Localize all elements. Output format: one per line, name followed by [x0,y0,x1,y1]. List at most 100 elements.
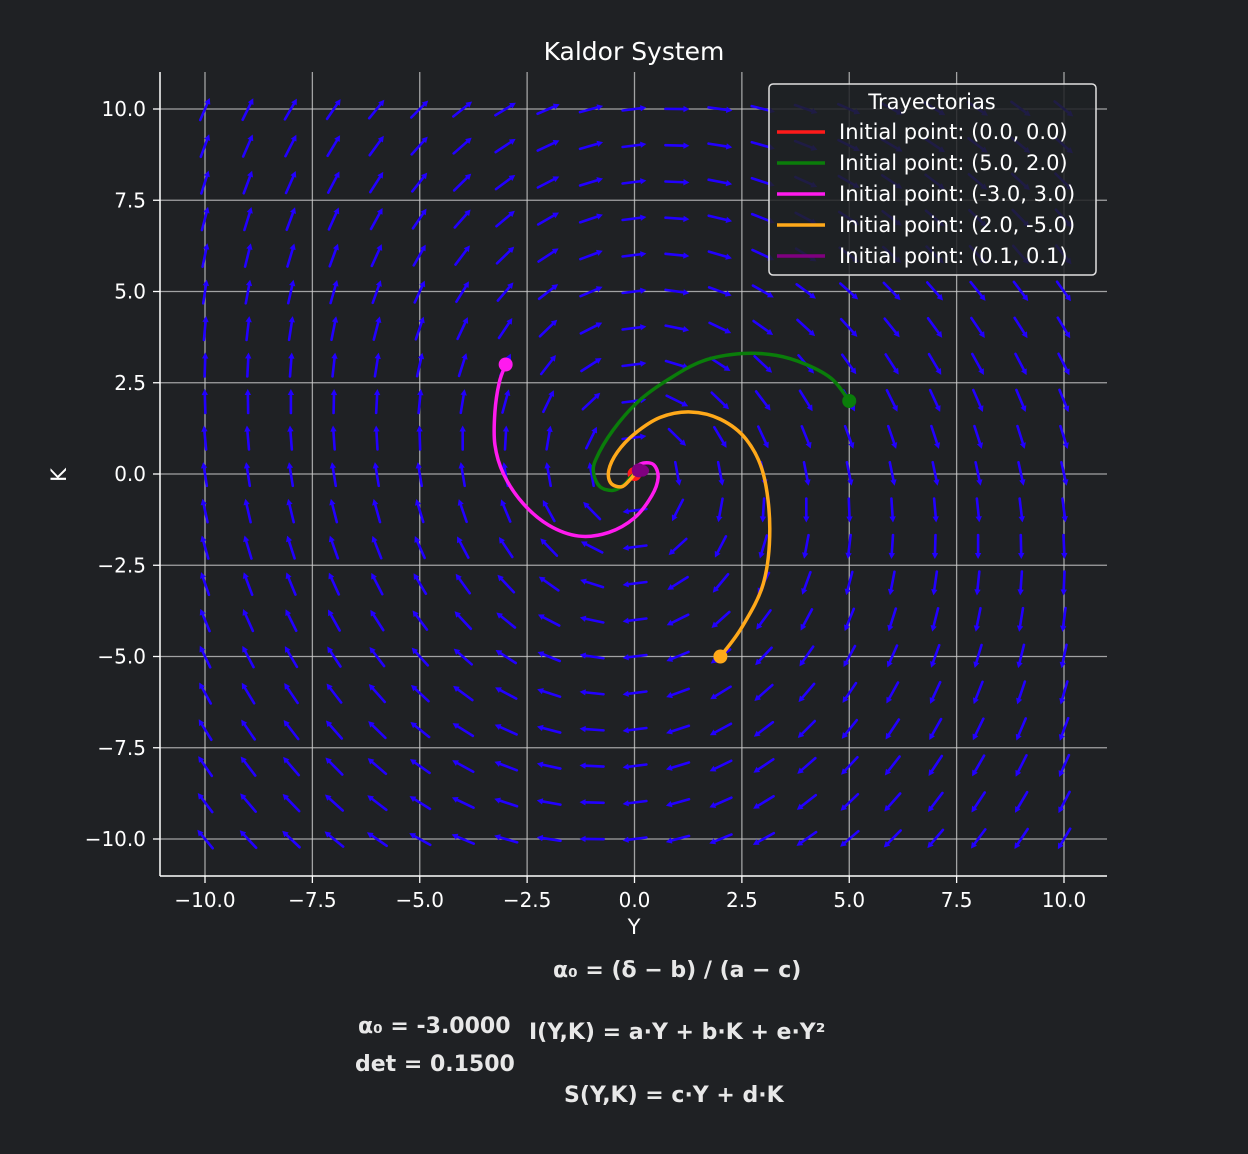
vector-arrow-head [972,733,979,741]
vector-arrow-head [1058,806,1065,814]
vector-arrow-shaft [930,754,944,773]
vector-arrow-shaft [664,288,685,294]
vector-arrow [973,424,983,449]
vector-arrow-shaft [499,614,517,629]
vector-arrow-shaft [414,687,430,703]
vector-arrow-shaft [750,104,771,112]
vector-arrow-shaft [801,645,815,663]
vector-arrow-head [378,99,385,107]
vector-arrow-head [711,621,719,629]
vector-arrow [201,389,209,415]
vector-arrow-shaft [974,717,985,737]
vector-arrow-head [1062,442,1069,449]
vector-arrow-head [1058,770,1065,777]
vector-arrow [753,354,773,373]
vector-arrow-head [200,535,207,543]
vector-arrow-head [331,316,339,323]
vector-arrow-head [288,352,295,359]
vector-arrow-shaft [800,425,810,445]
vector-arrow-shaft [456,725,475,738]
trajectory-start-point [713,649,728,664]
vector-arrow [536,834,562,843]
vector-arrow-head [412,610,419,618]
vector-arrow-shaft [844,681,858,700]
vector-arrow-shaft [498,799,519,808]
vector-arrow-shaft [536,105,556,116]
vector-arrow-head [720,441,727,448]
vector-arrow-head [622,727,629,734]
vector-arrow-shaft [244,539,253,560]
trajectory-line [492,362,660,539]
vector-arrow-head [846,516,853,523]
vector-arrow [328,243,339,268]
vector-arrow-shaft [715,572,730,590]
vector-arrow-shaft [243,649,255,669]
vector-arrow [198,719,213,742]
vector-arrow-head [202,316,209,323]
vector-arrow-shaft [887,755,901,773]
vector-arrow-head [723,365,731,372]
vector-arrow-head [282,830,289,838]
vector-arrow-shaft [329,613,341,632]
vector-arrow-shaft [331,503,339,524]
vector-arrow-shaft [200,796,214,814]
vector-arrow [410,172,428,193]
vector-arrow-shaft [329,650,342,668]
vector-arrow-shaft [497,321,511,340]
vector-arrow-head [709,729,717,736]
vector-arrow-shaft [201,576,211,597]
vector-arrow-head [458,462,465,469]
vector-arrow [716,460,725,486]
vector-arrow-head [1019,442,1026,449]
vector-arrow-shaft [888,644,899,664]
vector-arrow-head [724,290,732,297]
vector-arrow [200,535,210,560]
vector-arrow [283,719,300,741]
vector-arrow-head [506,318,513,325]
vector-arrow-head [199,608,206,616]
vector-arrow [930,643,941,668]
vector-arrow-head [463,281,469,289]
vector-arrow [841,718,859,739]
vector-arrow [416,425,423,451]
vector-arrow [673,460,682,486]
vector-arrow-head [286,498,293,506]
vector-arrow-head [414,499,422,506]
vector-arrow [371,535,383,560]
vector-arrow [584,426,598,450]
vector-arrow-head [885,732,892,740]
trajectory-3 [492,357,660,539]
vector-arrow-shaft [414,613,429,631]
vector-arrow-shaft [927,352,940,371]
vector-arrow-shaft [416,503,425,524]
vector-arrow-head [888,552,895,559]
vector-arrow-shaft [330,576,341,596]
vector-arrow-head [796,803,804,810]
vector-arrow [622,617,648,624]
vector-arrow [366,832,388,848]
vector-arrow-shaft [847,497,851,518]
vector-arrow [326,135,341,158]
vector-arrow-shaft [931,460,938,482]
vector-arrow-head [287,389,295,395]
vector-arrow [201,352,209,378]
vector-arrow-shaft [578,142,599,151]
vector-arrow [579,762,605,769]
vector-arrow-head [976,479,983,486]
vector-arrow [415,462,424,488]
vector-arrow-shaft [288,357,293,378]
vector-arrow-shaft [846,570,854,591]
vector-arrow-shaft [840,353,855,371]
vector-arrow-shaft [798,389,811,408]
vector-arrow-head [762,441,769,449]
vector-arrow-head [718,479,725,486]
vector-arrow-shaft [1017,717,1028,737]
vector-arrow [970,352,984,375]
vector-arrow [709,833,733,845]
vector-arrow-shaft [1016,790,1029,809]
vector-arrow-shaft [413,798,432,811]
vector-arrow-shaft [244,284,251,305]
vector-arrow [243,462,252,488]
vector-arrow-head [409,833,417,839]
vector-arrow-shaft [621,179,642,185]
